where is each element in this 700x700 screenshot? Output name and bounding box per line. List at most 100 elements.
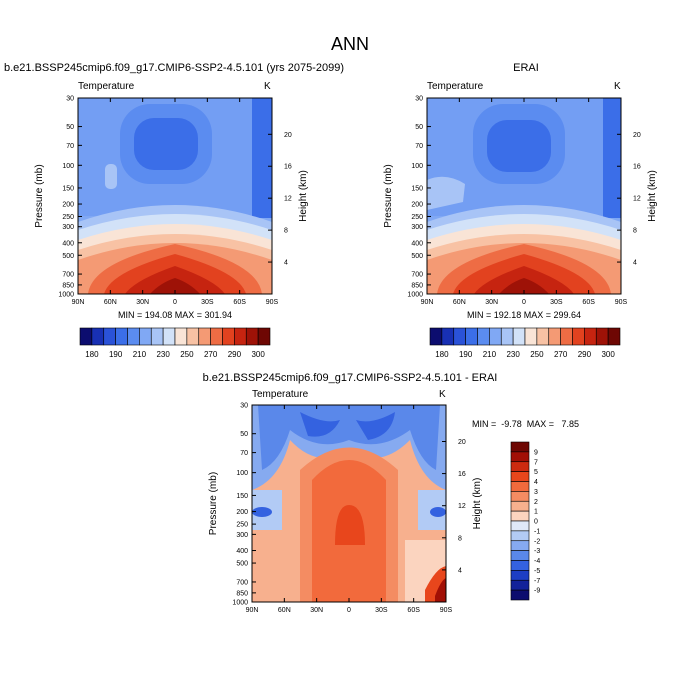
colorbar-layer: 180 190 210 230 250 270 290 300 180 190 210 230 250 2… [79, 327, 621, 601]
latitude-tick-label: 30N [310, 607, 323, 614]
pressure-tick-label: 250 [62, 214, 74, 221]
pressure-tick-label: 500 [236, 561, 248, 568]
latitude-tick-label: 0 [347, 607, 351, 614]
pressure-tick-label: 1000 [232, 600, 248, 607]
latitude-tick-label: 90S [266, 299, 279, 306]
colorbar-swatch [510, 560, 530, 571]
pressure-tick-label: 400 [236, 548, 248, 555]
colorbar-swatch [510, 451, 530, 463]
colorbar-swatch [510, 471, 530, 482]
colorbar-swatch [198, 327, 211, 346]
height-axis-title: Height (km) [472, 478, 483, 530]
colorbar-swatch [512, 327, 526, 346]
latitude-tick-label: 30S [375, 607, 388, 614]
height-tick-label: 4 [633, 260, 637, 267]
pressure-tick-label: 500 [411, 253, 423, 260]
colorbar-label: 290 [578, 350, 592, 359]
panel2-plot [426, 97, 622, 295]
height-tick-label: 12 [458, 503, 466, 510]
colorbar-swatch [510, 491, 530, 502]
colorbar-swatch [510, 589, 530, 601]
panel2-title: ERAI [513, 62, 539, 74]
colorbar-swatch [548, 327, 561, 346]
panel3-axes: 30 50 70 100 150 200 250 300 400 500 700 850 1000 20 1… [208, 403, 483, 615]
colorbar-label: 190 [109, 350, 123, 359]
colorbar-label: -5 [534, 568, 540, 575]
latitude-tick-label: 60S [407, 607, 420, 614]
colorbar-label: 4 [534, 479, 538, 486]
colorbar-swatch [510, 579, 530, 591]
colorbar-label: -9 [534, 588, 540, 595]
pressure-tick-label: 700 [411, 272, 423, 279]
colorbar-label: 5 [534, 469, 538, 476]
pressure-tick-label: 700 [62, 272, 74, 279]
pressure-tick-label: 400 [62, 240, 74, 247]
colorbar-swatch [510, 530, 530, 542]
panel1-plot [77, 97, 273, 295]
height-tick-label: 8 [633, 228, 637, 235]
panel1-minmax: MIN = 194.08 MAX = 301.94 [117, 310, 233, 320]
colorbar-swatch [607, 327, 621, 346]
latitude-tick-label: 90S [440, 607, 453, 614]
colorbar-label: 230 [506, 350, 520, 359]
colorbar-swatch [115, 327, 128, 346]
pressure-tick-label: 1000 [58, 292, 74, 299]
colorbar-label: -2 [534, 538, 540, 545]
colorbar-label: 7 [534, 459, 538, 466]
colorbar-swatch [234, 327, 247, 346]
panel3-contour-field [252, 405, 446, 602]
pressure-tick-label: 70 [240, 450, 248, 457]
pressure-axis-title: Pressure (mb) [34, 164, 45, 227]
colorbar-swatch [103, 327, 116, 346]
colorbar-swatch [489, 327, 502, 346]
latitude-tick-label: 90N [421, 299, 434, 306]
pressure-tick-label: 30 [66, 96, 74, 103]
height-tick-label: 12 [633, 196, 641, 203]
colorbar-swatch [429, 327, 443, 346]
colorbar-swatch [510, 500, 530, 512]
colorbar-label: -1 [534, 528, 540, 535]
panel3-plot [251, 404, 447, 603]
pressure-tick-label: 850 [62, 282, 74, 289]
colorbar-swatch [500, 327, 514, 346]
pressure-tick-label: 300 [62, 224, 74, 231]
panel2-contour-field [427, 98, 621, 294]
colorbar-swatch [477, 327, 490, 346]
pressure-tick-label: 250 [236, 522, 248, 529]
latitude-tick-label: 30S [550, 299, 563, 306]
colorbar-swatch [162, 327, 176, 346]
pressure-tick-label: 200 [62, 202, 74, 209]
colorbar-label: 300 [601, 350, 615, 359]
pressure-tick-label: 850 [236, 590, 248, 597]
latitude-tick-label: 60N [104, 299, 117, 306]
page-title: ANN [330, 34, 369, 54]
latitude-tick-label: 60S [582, 299, 595, 306]
latitude-tick-label: 90N [72, 299, 85, 306]
panel1-contour-field [78, 98, 272, 294]
colorbar-label: 190 [459, 350, 473, 359]
panel1-units-label: K [264, 81, 271, 92]
latitude-tick-label: 60S [233, 299, 246, 306]
colorbar-swatch [210, 327, 223, 346]
pressure-tick-label: 150 [411, 185, 423, 192]
height-tick-label: 20 [633, 132, 641, 139]
pressure-tick-label: 300 [411, 224, 423, 231]
pressure-tick-label: 50 [240, 431, 248, 438]
height-axis-title: Height (km) [647, 170, 658, 222]
latitude-tick-label: 60N [453, 299, 466, 306]
latitude-tick-label: 30N [136, 299, 149, 306]
colorbar-label: -4 [534, 558, 540, 565]
panel2-units-label: K [614, 81, 621, 92]
latitude-tick-label: 60N [278, 607, 291, 614]
colorbar-swatch [91, 327, 105, 346]
latitude-tick-label: 0 [522, 299, 526, 306]
colorbar-label: 2 [534, 499, 538, 506]
colorbar-swatch [510, 481, 530, 492]
height-tick-label: 16 [458, 471, 466, 478]
pressure-tick-label: 50 [66, 124, 74, 131]
colorbar-swatch [510, 510, 530, 522]
panel3-variable-label: Temperature [252, 389, 309, 400]
pressure-tick-label: 50 [415, 124, 423, 131]
colorbar-label: 250 [180, 350, 194, 359]
latitude-tick-label: 90N [246, 607, 259, 614]
